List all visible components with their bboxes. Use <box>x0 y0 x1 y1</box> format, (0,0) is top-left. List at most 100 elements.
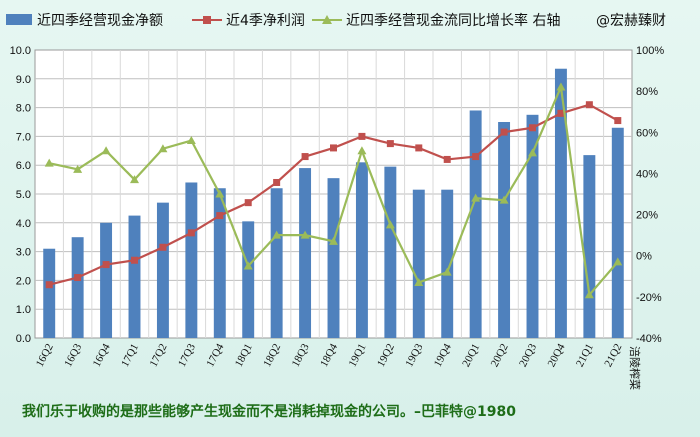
x-tick-label: 16Q3 <box>62 341 84 369</box>
profit-point <box>216 212 224 220</box>
bar <box>299 168 312 338</box>
profit-point <box>358 132 366 140</box>
growth-point <box>499 195 509 204</box>
legend: 近四季经营现金净额 近4季净利润 近四季经营现金流同比增长率 右轴 @宏赫臻财 <box>6 12 666 29</box>
y-right-tick-label: 0% <box>636 251 652 263</box>
y-right-tick-label: 60% <box>636 127 658 139</box>
bar <box>498 122 511 338</box>
x-tick-label: 21Q2 <box>602 342 624 369</box>
x-tick-label: 16Q2 <box>34 342 56 369</box>
profit-line-series <box>45 101 622 289</box>
bar <box>185 182 198 338</box>
bar <box>526 114 539 338</box>
y-left-tick-label: 0.0 <box>16 333 31 345</box>
y-right-tick-label: -20% <box>636 292 662 304</box>
profit-point <box>500 128 508 136</box>
x-tick-label: 18Q4 <box>318 341 340 369</box>
x-tick-label: 18Q2 <box>261 342 283 369</box>
y-right-tick-label: 80% <box>636 86 658 98</box>
bar <box>156 202 169 338</box>
y-left-tick-label: 2.0 <box>16 275 31 287</box>
growth-point <box>414 277 424 286</box>
x-tick-label: 19Q1 <box>347 342 369 369</box>
x-tick-label: 19Q2 <box>375 342 397 369</box>
x-tick-label: 20Q4 <box>546 341 568 369</box>
profit-point <box>102 261 110 269</box>
legend-watermark: @宏赫臻财 <box>596 13 666 29</box>
growth-point <box>243 261 253 270</box>
x-tick-label: 18Q3 <box>290 341 312 369</box>
x-tick-label: 20Q2 <box>489 342 511 369</box>
profit-point <box>273 178 281 186</box>
y-left-tick-label: 4.0 <box>16 218 31 230</box>
profit-point <box>45 281 53 289</box>
bar <box>412 189 425 338</box>
growth-point <box>300 230 310 239</box>
footer-quote: 我们乐于收购的是那些能够产生现金而不是消耗掉现金的公司。–巴菲特@1980 <box>22 403 516 420</box>
growth-point <box>158 144 168 153</box>
x-tick-label: 17Q3 <box>176 341 198 369</box>
x-tick-label: 20Q3 <box>517 341 539 369</box>
growth-point <box>357 146 367 155</box>
bar-series <box>43 68 624 338</box>
growth-point <box>584 290 594 299</box>
y-left-tick-label: 8.0 <box>16 103 31 115</box>
y-left-tick-label: 1.0 <box>16 304 31 316</box>
growth-point <box>73 164 83 173</box>
growth-point <box>442 267 452 276</box>
profit-point <box>244 199 252 207</box>
bar <box>554 68 567 338</box>
growth-line-series <box>44 82 623 299</box>
bar <box>213 188 226 338</box>
bar <box>384 166 397 338</box>
profit-point <box>187 229 195 237</box>
x-tick-label: 17Q1 <box>119 342 141 369</box>
bar <box>71 237 84 338</box>
profit-point <box>614 117 622 125</box>
bar <box>100 222 113 338</box>
profit-point <box>529 124 536 132</box>
y-left-tick-label: 9.0 <box>16 74 31 86</box>
x-tick-label: 17Q4 <box>204 341 226 369</box>
growth-point <box>329 236 338 245</box>
x-tick-label: 21Q1 <box>574 342 596 369</box>
profit-point <box>74 274 82 282</box>
bar <box>611 127 624 338</box>
growth-point <box>215 189 225 198</box>
profit-point <box>301 153 309 161</box>
legend-label-profit: 近4季净利润 <box>226 13 305 29</box>
growth-point <box>385 220 395 229</box>
growth-point <box>613 257 623 266</box>
profit-point <box>159 243 167 251</box>
growth-point <box>130 175 139 184</box>
profit-point <box>557 109 565 117</box>
y-left-tick-label: 7.0 <box>16 131 31 143</box>
growth-point <box>272 230 282 239</box>
x-tick-label: 20Q1 <box>460 342 482 369</box>
bar <box>43 248 56 338</box>
profit-point <box>330 144 337 152</box>
profit-point <box>386 140 394 148</box>
bar <box>469 110 482 338</box>
y-axis-right: -40% -20% 0% 20% 40% 60% 80% 100% <box>636 45 664 345</box>
growth-point <box>556 82 566 91</box>
growth-point <box>44 158 54 167</box>
growth-point <box>528 148 537 157</box>
x-tick-label: 19Q4 <box>432 341 454 369</box>
legend-label-growth: 近四季经营现金流同比增长率 右轴 <box>346 12 560 29</box>
y-left-tick-label: 5.0 <box>16 189 31 201</box>
x-tick-label: 17Q2 <box>148 342 170 369</box>
y-left-tick-label: 3.0 <box>16 247 31 259</box>
legend-marker-growth <box>322 15 332 24</box>
y-left-tick-label: 6.0 <box>16 160 31 172</box>
y-right-tick-label: 40% <box>636 168 658 180</box>
profit-point <box>131 256 138 264</box>
profit-point <box>472 153 480 161</box>
corner-label: 涪陵榨菜 <box>628 346 642 390</box>
x-tick-label: 19Q3 <box>403 341 425 369</box>
legend-marker-profit <box>203 16 211 24</box>
profit-point <box>443 155 451 163</box>
y-right-tick-label: 100% <box>636 45 664 57</box>
